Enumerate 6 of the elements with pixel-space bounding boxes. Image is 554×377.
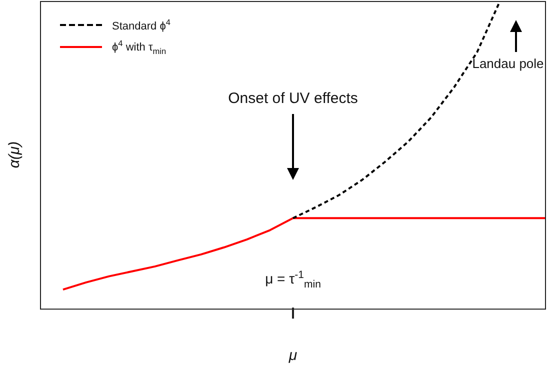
legend-label: ϕ$^{4}$ with τ$_{min}$ — [112, 38, 166, 56]
annotation: Onset of UV effects — [228, 90, 358, 107]
y-axis-title: α(μ) — [6, 141, 24, 168]
annotation: Landau pole — [472, 56, 544, 71]
legend-label: Standard ϕ$^{4}$ — [112, 18, 170, 32]
x-axis-title: μ — [288, 347, 298, 364]
